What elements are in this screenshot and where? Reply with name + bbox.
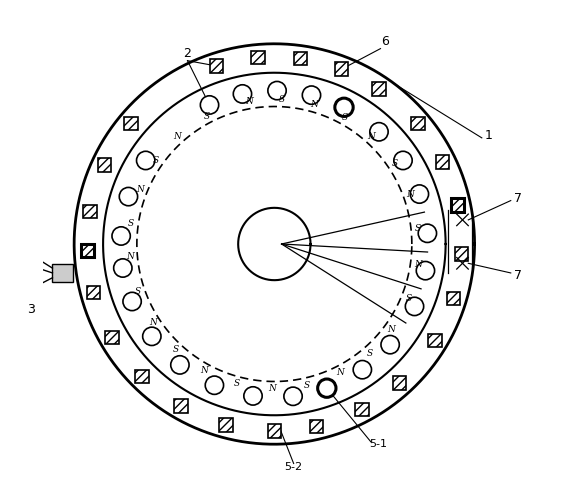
Circle shape bbox=[418, 224, 437, 243]
Text: N: N bbox=[268, 384, 275, 393]
Text: S: S bbox=[135, 286, 140, 296]
Bar bbox=[436, 155, 449, 169]
Circle shape bbox=[233, 85, 252, 103]
Text: S: S bbox=[406, 294, 412, 303]
Circle shape bbox=[370, 122, 388, 141]
Circle shape bbox=[406, 297, 424, 316]
Text: N: N bbox=[310, 101, 318, 109]
Bar bbox=[83, 205, 97, 218]
Bar bbox=[251, 51, 265, 64]
Bar bbox=[454, 247, 468, 261]
Circle shape bbox=[394, 151, 412, 170]
Bar bbox=[294, 52, 307, 65]
Text: S: S bbox=[153, 157, 159, 165]
Text: S: S bbox=[173, 346, 179, 354]
Circle shape bbox=[302, 86, 320, 104]
Bar bbox=[219, 418, 233, 431]
Text: N: N bbox=[367, 132, 375, 141]
Bar bbox=[135, 369, 149, 383]
Circle shape bbox=[284, 387, 302, 406]
Bar bbox=[268, 425, 281, 438]
Text: S: S bbox=[391, 159, 398, 167]
Text: N: N bbox=[414, 260, 421, 268]
Text: 1: 1 bbox=[485, 129, 493, 142]
Circle shape bbox=[119, 187, 137, 206]
Text: S: S bbox=[304, 381, 310, 389]
Text: 2: 2 bbox=[183, 47, 191, 60]
Text: N: N bbox=[245, 97, 253, 106]
Text: 7: 7 bbox=[514, 192, 522, 204]
Text: N: N bbox=[126, 252, 134, 261]
Circle shape bbox=[244, 387, 262, 405]
Text: N: N bbox=[387, 325, 395, 334]
Text: N: N bbox=[336, 368, 344, 377]
Text: S: S bbox=[415, 224, 421, 233]
Text: 5-2: 5-2 bbox=[285, 462, 303, 472]
Bar bbox=[372, 82, 386, 96]
Text: S: S bbox=[203, 112, 210, 121]
Text: S: S bbox=[234, 379, 240, 388]
Bar bbox=[98, 158, 111, 172]
Bar bbox=[310, 420, 323, 433]
Text: S: S bbox=[128, 220, 134, 228]
Text: S: S bbox=[366, 349, 373, 358]
Bar bbox=[356, 403, 369, 416]
Bar bbox=[411, 117, 424, 130]
Text: N: N bbox=[201, 366, 208, 375]
Circle shape bbox=[318, 379, 336, 397]
Text: N: N bbox=[407, 190, 414, 199]
Circle shape bbox=[410, 185, 429, 203]
Circle shape bbox=[112, 227, 130, 245]
Bar bbox=[393, 376, 406, 390]
Circle shape bbox=[268, 81, 286, 100]
Circle shape bbox=[416, 262, 435, 280]
Text: N: N bbox=[174, 132, 181, 141]
Circle shape bbox=[143, 327, 161, 346]
Text: 7: 7 bbox=[514, 269, 522, 282]
Circle shape bbox=[171, 356, 189, 374]
Circle shape bbox=[381, 335, 399, 354]
Bar bbox=[428, 334, 441, 347]
Circle shape bbox=[201, 96, 219, 114]
Bar bbox=[210, 59, 223, 73]
Text: 5-1: 5-1 bbox=[369, 439, 387, 449]
Bar bbox=[106, 331, 119, 345]
Circle shape bbox=[114, 259, 132, 277]
Circle shape bbox=[353, 361, 371, 379]
Text: S: S bbox=[341, 113, 348, 122]
Text: N: N bbox=[149, 318, 157, 327]
Text: 3: 3 bbox=[27, 303, 35, 316]
Text: 6: 6 bbox=[381, 35, 389, 48]
Circle shape bbox=[335, 98, 353, 117]
Bar bbox=[52, 264, 73, 282]
Bar bbox=[81, 244, 94, 257]
Text: S: S bbox=[279, 95, 285, 104]
Bar bbox=[446, 292, 460, 305]
Circle shape bbox=[123, 292, 141, 311]
Bar bbox=[335, 62, 348, 76]
Circle shape bbox=[136, 151, 155, 170]
Bar bbox=[124, 117, 137, 130]
Bar bbox=[450, 198, 464, 212]
Bar bbox=[174, 399, 187, 413]
Circle shape bbox=[205, 376, 224, 394]
Bar bbox=[87, 285, 101, 299]
Text: N: N bbox=[136, 185, 144, 194]
